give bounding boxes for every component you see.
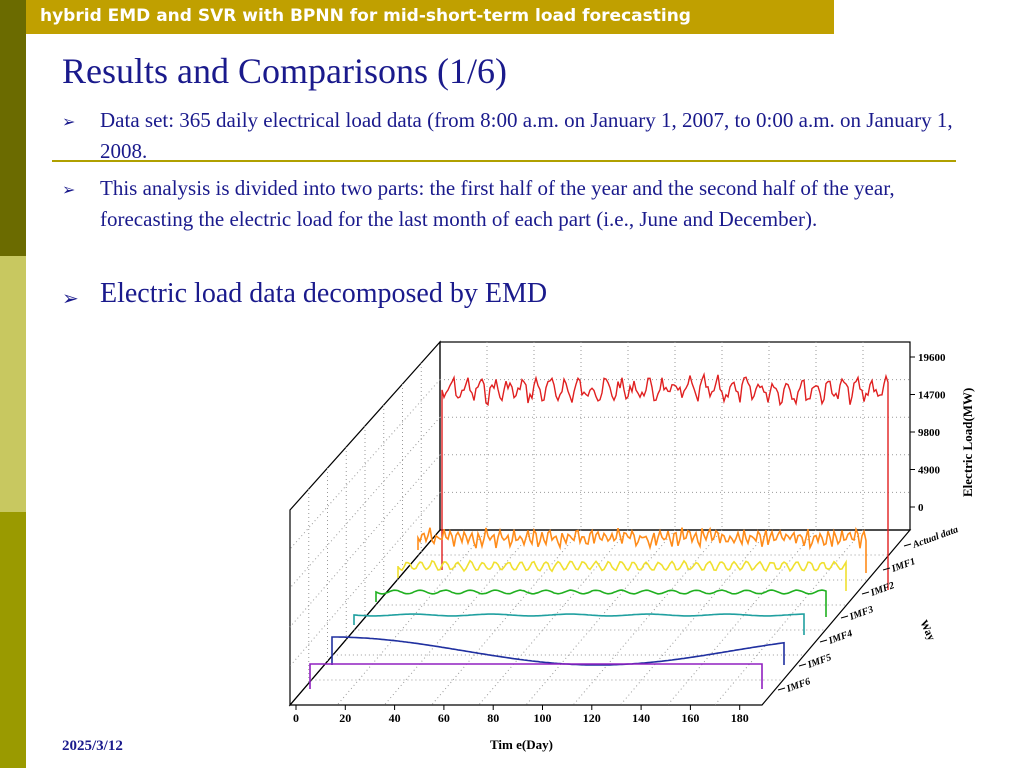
- z-axis-label: Way: [917, 618, 937, 643]
- series-line-imf1: [417, 526, 867, 573]
- series-line-imf2: [397, 559, 847, 591]
- series-label: IMF1: [889, 556, 917, 575]
- x-tick-label: 60: [438, 711, 450, 725]
- header-bar: [26, 0, 834, 34]
- series-line-actual-data: [441, 372, 889, 590]
- header-title: hybrid EMD and SVR with BPNN for mid-sho…: [40, 6, 691, 26]
- series-label: IMF6: [784, 676, 812, 695]
- y-tick-label: 9800: [918, 427, 941, 439]
- bullet-text-2: This analysis is divided into two parts:…: [100, 176, 895, 231]
- z-tick-mark: [777, 687, 786, 691]
- chart-frame: [288, 340, 912, 707]
- x-tick-label: 40: [389, 711, 401, 725]
- bullet-arrow-icon: ➢: [62, 288, 79, 310]
- grid-line: [478, 529, 629, 706]
- x-tick-label: 20: [339, 711, 351, 725]
- chart-series: [309, 372, 889, 689]
- grid-line: [431, 529, 582, 706]
- x-tick-label: 100: [534, 711, 552, 725]
- grid-line: [620, 529, 770, 706]
- grid-line: [384, 529, 535, 706]
- z-tick-mark: [798, 663, 807, 667]
- slide-date: 2025/3/12: [62, 738, 123, 754]
- x-tick-label: 80: [487, 711, 499, 725]
- sidebar: [0, 0, 26, 768]
- floor: [288, 529, 912, 706]
- y-tick-label: 14700: [918, 390, 946, 402]
- series-label: IMF2: [868, 580, 896, 599]
- series-line-imf5: [331, 636, 785, 666]
- bullet-text-1: Data set: 365 daily electrical load data…: [100, 108, 953, 163]
- series-label: IMF4: [826, 628, 854, 647]
- bullet-text-3: Electric load data decomposed by EMD: [100, 278, 548, 309]
- series-label: IMF5: [805, 652, 833, 671]
- bullet-arrow-icon: ➢: [62, 182, 76, 199]
- grid-line: [714, 529, 864, 706]
- z-tick-mark: [861, 591, 870, 595]
- y-axis-label: Electric Load(MW): [960, 388, 975, 497]
- grid-line: [667, 529, 817, 706]
- grid-line: [525, 529, 676, 706]
- x-tick-label: 160: [681, 711, 699, 725]
- x-tick-label: 180: [731, 711, 749, 725]
- series-line-imf6: [309, 663, 763, 689]
- z-tick-mark: [819, 639, 828, 643]
- y-tick-label: 19600: [918, 352, 946, 364]
- y-tick-label: 4900: [918, 465, 941, 477]
- x-tick-label: 0: [293, 711, 299, 725]
- series-line-imf4: [353, 613, 805, 635]
- z-tick-mark: [903, 543, 912, 547]
- chart-ticks: 0 20 40 60 80 100 120 140 160 180 19600 14700 9800 49…: [293, 352, 960, 725]
- grid-line: [572, 529, 723, 706]
- x-tick-label: 140: [632, 711, 650, 725]
- sidebar-block-mid: [0, 512, 26, 768]
- bullet-arrow-icon: ➢: [62, 114, 76, 131]
- grid-line: [336, 529, 488, 706]
- x-axis-label: Tim e(Day): [490, 737, 553, 752]
- series-line-imf3: [375, 589, 827, 617]
- slide-title: Results and Comparisons (1/6): [62, 51, 507, 91]
- divider: [52, 160, 956, 162]
- x-tick-label: 120: [583, 711, 601, 725]
- series-label: Actual data: [910, 524, 959, 551]
- y-tick-label: 0: [918, 502, 924, 514]
- sidebar-block-dark: [0, 0, 26, 256]
- z-tick-mark: [840, 615, 849, 619]
- series-label: IMF3: [847, 604, 875, 623]
- z-tick-mark: [882, 567, 891, 571]
- sidebar-block-light: [0, 256, 26, 512]
- grid-line: [289, 379, 441, 550]
